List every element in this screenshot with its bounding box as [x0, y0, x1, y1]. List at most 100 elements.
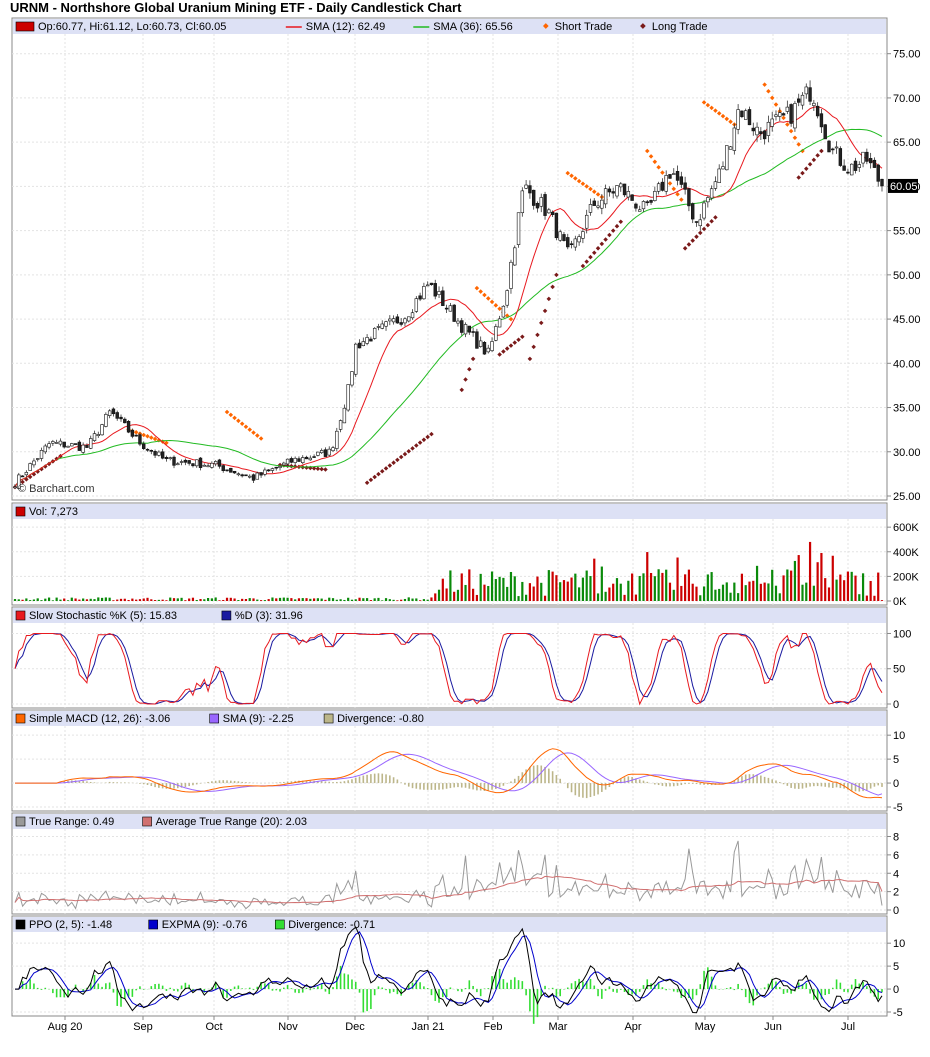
volume-bar — [801, 584, 804, 601]
candle-body — [145, 448, 150, 451]
candle-body — [600, 199, 604, 209]
candle-body — [236, 473, 241, 476]
volume-bar — [74, 598, 77, 601]
volume-bar — [543, 595, 547, 601]
candle-body — [338, 420, 343, 430]
candle-body — [342, 407, 347, 424]
trade-marker — [228, 412, 234, 418]
candle-body — [834, 146, 839, 149]
candle-body — [607, 188, 612, 193]
trade-marker — [239, 421, 245, 427]
candle-body — [622, 183, 627, 196]
volume-bar — [771, 569, 774, 601]
trade-marker — [538, 320, 544, 326]
volume-bar — [695, 586, 698, 601]
volume-bar — [570, 577, 573, 601]
last-price-marker — [888, 178, 918, 193]
trade-marker — [429, 431, 434, 437]
volume-bar — [752, 580, 755, 601]
candle-body — [289, 458, 294, 463]
volume-bar — [396, 600, 399, 601]
volume-bar — [324, 599, 327, 601]
candle-body — [868, 158, 873, 164]
candle-body — [751, 127, 755, 132]
volume-bar — [78, 599, 81, 601]
volume-bar — [419, 600, 422, 601]
legend-swatch — [15, 816, 26, 827]
volume-bar — [282, 597, 285, 601]
x-tick-label: Sep — [133, 1021, 153, 1033]
candle-body — [429, 282, 434, 285]
volume-bar — [294, 599, 297, 601]
x-tick-label: Jul — [841, 1021, 855, 1033]
ppo-legend-bar — [13, 917, 886, 932]
candle-body — [92, 433, 97, 441]
candle-body — [232, 470, 237, 474]
volume-bar — [108, 597, 111, 601]
candle-body — [104, 414, 108, 427]
volume-bar — [865, 595, 868, 601]
candle-body — [653, 191, 657, 201]
candle-body — [694, 221, 699, 223]
trade-marker — [395, 457, 400, 463]
candle-body — [251, 474, 256, 481]
candle-body — [497, 318, 502, 328]
trade-marker — [251, 430, 256, 435]
volume-bar — [521, 581, 524, 601]
trade-marker — [584, 259, 589, 264]
candle-body — [39, 450, 44, 459]
candle-body — [384, 321, 388, 327]
volume-bar — [225, 597, 229, 601]
volume-bar — [172, 598, 176, 601]
candle-body — [293, 457, 297, 463]
candle-body — [478, 340, 483, 347]
volume-bar — [475, 594, 478, 601]
candle-body — [728, 146, 733, 150]
volume-bar — [131, 598, 134, 601]
candle-body — [584, 214, 589, 229]
candle-body — [119, 416, 123, 420]
volume-bar — [316, 598, 319, 601]
candle-body — [304, 456, 309, 460]
legend-swatch — [15, 506, 26, 517]
candle-body — [448, 305, 453, 312]
trade-marker — [376, 471, 381, 477]
volume-bar — [793, 560, 797, 601]
ppo-legend-label: PPO (2, 5): -1.48 — [29, 919, 112, 931]
trade-marker — [417, 440, 423, 445]
volume-bar — [744, 585, 747, 601]
legend-diamond-swatch — [542, 23, 549, 29]
candle-body — [880, 178, 884, 187]
trade-marker — [425, 434, 430, 440]
candle-body — [96, 434, 100, 436]
candle-body — [422, 286, 426, 300]
volume-bar — [525, 594, 528, 601]
trade-marker — [391, 460, 396, 465]
candle-body — [89, 438, 93, 449]
candle-body — [827, 140, 831, 153]
volume-bar — [400, 599, 403, 601]
candle-body — [418, 295, 422, 300]
volume-bar — [85, 599, 89, 601]
volume-bar — [687, 569, 691, 601]
candle-body — [240, 474, 244, 477]
volume-bar — [472, 588, 475, 601]
volume-bar — [153, 600, 157, 601]
volume-bar — [453, 591, 456, 601]
candle-body — [660, 181, 665, 191]
candle-body — [43, 445, 47, 453]
volume-bar — [816, 562, 819, 601]
candle-body — [558, 231, 562, 241]
volume-bar — [328, 597, 331, 601]
trade-marker — [319, 466, 324, 472]
candle-body — [425, 284, 430, 287]
volume-bar — [808, 541, 812, 601]
price-y-tick-label: 65.00 — [893, 137, 921, 149]
candle-body — [588, 204, 593, 213]
trade-marker — [236, 418, 241, 424]
volume-bar — [843, 580, 846, 601]
volume-bar — [354, 599, 357, 601]
volume-bar — [604, 591, 607, 601]
candle-body — [369, 338, 373, 342]
candle-body — [255, 472, 260, 480]
